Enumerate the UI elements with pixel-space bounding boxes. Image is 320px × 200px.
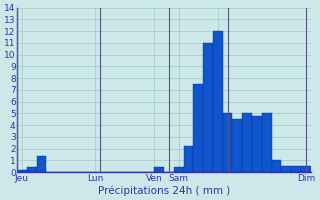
Bar (252, 116, 262, 172)
Bar (301, 166, 311, 172)
Bar (262, 113, 272, 172)
Bar (291, 166, 301, 172)
Bar (193, 84, 203, 172)
Bar (174, 167, 184, 172)
Bar (27, 167, 37, 172)
Bar (242, 113, 252, 172)
Bar (282, 166, 291, 172)
Bar (17, 170, 27, 172)
Bar (223, 113, 233, 172)
X-axis label: Précipitations 24h ( mm ): Précipitations 24h ( mm ) (98, 185, 230, 196)
Bar (213, 31, 223, 172)
Bar (203, 43, 213, 172)
Bar (154, 167, 164, 172)
Bar (233, 119, 242, 172)
Bar (272, 160, 282, 172)
Bar (184, 146, 193, 172)
Bar (37, 156, 46, 172)
